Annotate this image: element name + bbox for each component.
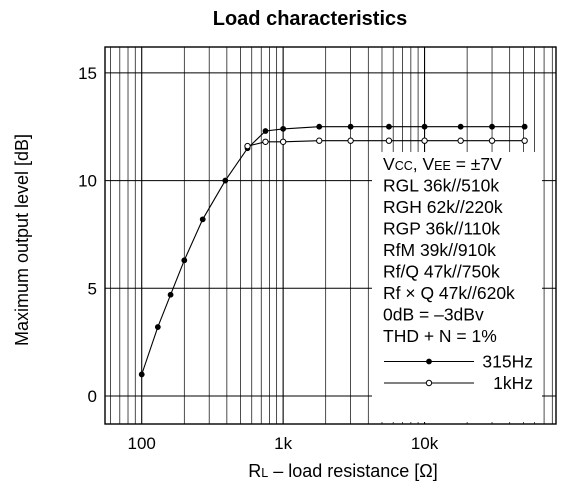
data-point-315Hz [280,125,287,132]
data-point-1kHz [488,137,496,144]
x-tick-label: 100 [128,434,156,453]
x-axis-label: RL – load resistance [Ω] [248,461,438,481]
data-point-1kHz [457,137,464,144]
data-point-1kHz [316,137,323,144]
y-axis-label: Maximum output level [dB] [12,134,32,346]
y-tick-label: 15 [78,64,97,83]
data-point-1kHz [347,137,354,144]
condition-text: Rf × Q 47k//620k [383,283,515,303]
legend-marker [426,358,432,365]
x-tick-label: 10k [411,434,439,453]
data-point-1kHz [421,137,428,144]
tick-labels: 100 1k 10k 0 5 10 15 [78,64,439,453]
condition-text: = ±7V [451,154,502,174]
series-line-1kHz [247,140,525,147]
x-tick-label: 1k [274,434,292,453]
condition-line: RfM 39k//910k [383,240,496,260]
data-point-1kHz [521,137,528,144]
condition-text: V [383,154,395,174]
y-tick-label: 5 [88,279,97,298]
data-point-1kHz [385,137,393,144]
legend-marker [425,379,433,387]
data-point-1kHz [279,138,287,145]
data-point-315Hz [167,291,174,298]
data-point-1kHz [262,138,269,145]
condition-line: RGP 36k//110k [383,219,500,239]
condition-text: EE [434,159,451,173]
condition-text: Rf/Q 47k//750k [383,262,500,282]
legend-label: 1kHz [493,373,533,393]
condition-text: , V [413,154,435,174]
data-point-315Hz [386,123,392,130]
data-point-1kHz [244,142,251,150]
data-point-315Hz [421,123,428,130]
condition-line: VCC, VEE = ±7V [383,154,502,174]
data-series [138,123,528,378]
data-point-315Hz [316,123,323,130]
y-tick-label: 10 [78,172,97,191]
data-point-315Hz [262,128,269,134]
condition-text: RfM 39k//910k [383,240,496,260]
chart-title: Load characteristics [213,8,408,30]
data-point-315Hz [181,257,188,264]
y-tick-label: 0 [88,387,97,406]
legend-label: 315Hz [482,352,533,372]
x-axis-label-rest: – load resistance [Ω] [268,461,438,481]
data-point-315Hz [347,123,354,130]
x-axis-label-main: R [248,461,261,481]
data-point-315Hz [457,123,464,130]
condition-text: THD + N = 1% [383,326,497,346]
condition-text: RGL 36k//510k [383,176,499,196]
conditions-box-background [372,152,542,422]
condition-text: RGH 62k//220k [383,197,503,217]
series-line-315Hz [141,126,525,375]
x-axis-label-sub: L [261,466,268,480]
data-point-315Hz [222,177,229,184]
condition-line: THD + N = 1% [383,326,497,346]
condition-line: Rf × Q 47k//620k [383,283,515,303]
condition-line: RGH 62k//220k [383,197,503,217]
data-point-315Hz [154,324,161,330]
condition-text: 0dB = –3dBv [383,305,484,325]
data-point-315Hz [199,216,206,223]
condition-line: Rf/Q 47k//750k [383,262,500,282]
condition-text: CC [395,159,413,173]
data-point-315Hz [489,123,495,130]
data-point-315Hz [138,371,145,378]
condition-line: RGL 36k//510k [383,176,499,196]
plot-frame [104,46,557,425]
condition-text: RGP 36k//110k [383,219,500,239]
condition-line: 0dB = –3dBv [383,305,484,325]
data-point-315Hz [521,123,528,130]
